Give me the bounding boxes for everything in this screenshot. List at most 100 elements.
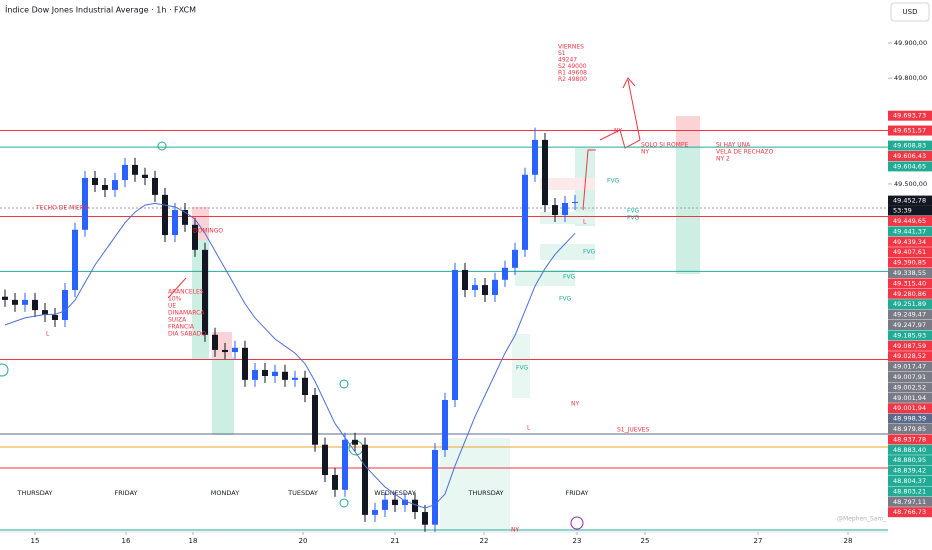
price-tag (888, 257, 932, 268)
price-tag-label: 48.766,73 (893, 508, 926, 516)
currency[interactable]: USD (903, 8, 918, 16)
price-tag-label: 49.608,83 (893, 142, 926, 150)
price-tag (888, 486, 932, 497)
candle-body (342, 439, 348, 490)
candle-body (512, 249, 518, 268)
note: ARANCELES (168, 289, 204, 296)
price-tag (888, 226, 932, 237)
candle-body (132, 164, 138, 175)
price-tag-label: 48.880,95 (893, 456, 926, 464)
candle-body (382, 499, 388, 510)
candle-body (72, 229, 78, 291)
price-tag-label: 49.251,89 (893, 300, 926, 308)
fvg-zone (540, 212, 595, 224)
x-tick-label: 27 (754, 537, 763, 545)
price-tag-label: 49.001,94 (893, 394, 926, 402)
day-label: FRIDAY (566, 489, 589, 497)
note: SUIZA (168, 317, 187, 324)
marker (339, 498, 349, 508)
candle-body (182, 210, 188, 225)
note: NY (641, 149, 649, 156)
moving-average (4, 202, 576, 509)
price-tag (888, 299, 932, 310)
price-tag (888, 371, 932, 382)
arrow (599, 79, 641, 149)
icon[interactable] (570, 516, 584, 530)
candle-body (322, 444, 328, 476)
price-tag-label: 48.797,11 (893, 498, 926, 506)
price-tag (888, 278, 932, 289)
candle-body (172, 210, 178, 236)
price-tag-label: 49.185,93 (893, 331, 926, 339)
price-tag-label: 49.441,37 (893, 227, 926, 235)
note: 49247 (558, 57, 577, 64)
x-tick-label: 16 (122, 537, 131, 545)
candle-body (502, 267, 508, 280)
fvg-label: FVG (627, 208, 640, 215)
chart-title: Índice Dow Jones Industrial Average · 1h… (5, 4, 196, 15)
price-tag-label: 49.280,86 (893, 290, 926, 298)
price-tag (888, 319, 932, 330)
price-tag-label: 48.883,40 (893, 446, 926, 454)
price-tag-label: 49.315,40 (893, 279, 926, 287)
candle-body (442, 399, 448, 451)
candle-body (42, 310, 48, 316)
candle-body (542, 139, 548, 206)
price-tag (888, 150, 932, 161)
price-tag-label: 48.804,37 (893, 477, 926, 485)
x-tick-label: 21 (391, 537, 400, 545)
candle-body (82, 177, 88, 230)
candle-body (482, 285, 488, 295)
candle-body (52, 315, 58, 320)
price-tag-label: 49.390,85 (893, 259, 926, 267)
candle-body (2, 296, 8, 300)
note: NY (571, 401, 579, 408)
note: TECHO DE MIERO (35, 205, 89, 212)
price-tag-label: 49.604,65 (893, 162, 926, 170)
price-tag-label: 49.407,61 (893, 248, 926, 256)
candle-body (12, 299, 18, 305)
note: NY 2 (716, 156, 730, 163)
price-tag (888, 496, 932, 507)
note: SI HAY UNA (716, 142, 751, 149)
countdown: 53:39 (893, 207, 912, 215)
price-tag-label: 48.937,78 (893, 435, 926, 443)
price-tag-label: 49.449,65 (893, 217, 926, 225)
note: S1 (558, 50, 566, 57)
candle-body (102, 185, 108, 190)
fvg-label: FVG (583, 249, 596, 256)
zone (676, 116, 700, 147)
y-tick-label: 49.900,00 (894, 39, 927, 47)
zone (676, 147, 700, 274)
candle-body (62, 290, 68, 320)
day-label: FRIDAY (115, 489, 138, 497)
candle-body (422, 512, 428, 525)
note: FRANCIA (168, 324, 195, 331)
note: R2 49800 (558, 76, 587, 83)
price-tag (888, 215, 932, 226)
x-tick-label: 22 (480, 537, 489, 545)
countdown-tag (888, 205, 932, 216)
arrow (582, 149, 596, 211)
candle-body (552, 205, 558, 215)
candle-body (332, 475, 338, 490)
price-tag (888, 465, 932, 476)
price-tag (888, 110, 932, 121)
price-tag (888, 382, 932, 393)
candle-body (432, 450, 438, 525)
price-tag-label: 48.839,42 (893, 467, 926, 475)
fvg-label: FVG (607, 178, 620, 185)
currency-button[interactable] (890, 2, 930, 22)
candle-body (282, 371, 288, 380)
day-label: TUESDAY (287, 489, 318, 497)
price-tag (888, 392, 932, 403)
candle-body (462, 269, 468, 291)
zone (212, 357, 234, 435)
price-tag-label: 49.028,52 (893, 352, 926, 360)
price-tag-label: 49.439,34 (893, 238, 926, 246)
price-tag (888, 475, 932, 486)
candle-body (202, 249, 208, 335)
fvg-label: FVG (516, 365, 529, 372)
candle-body (532, 139, 538, 175)
